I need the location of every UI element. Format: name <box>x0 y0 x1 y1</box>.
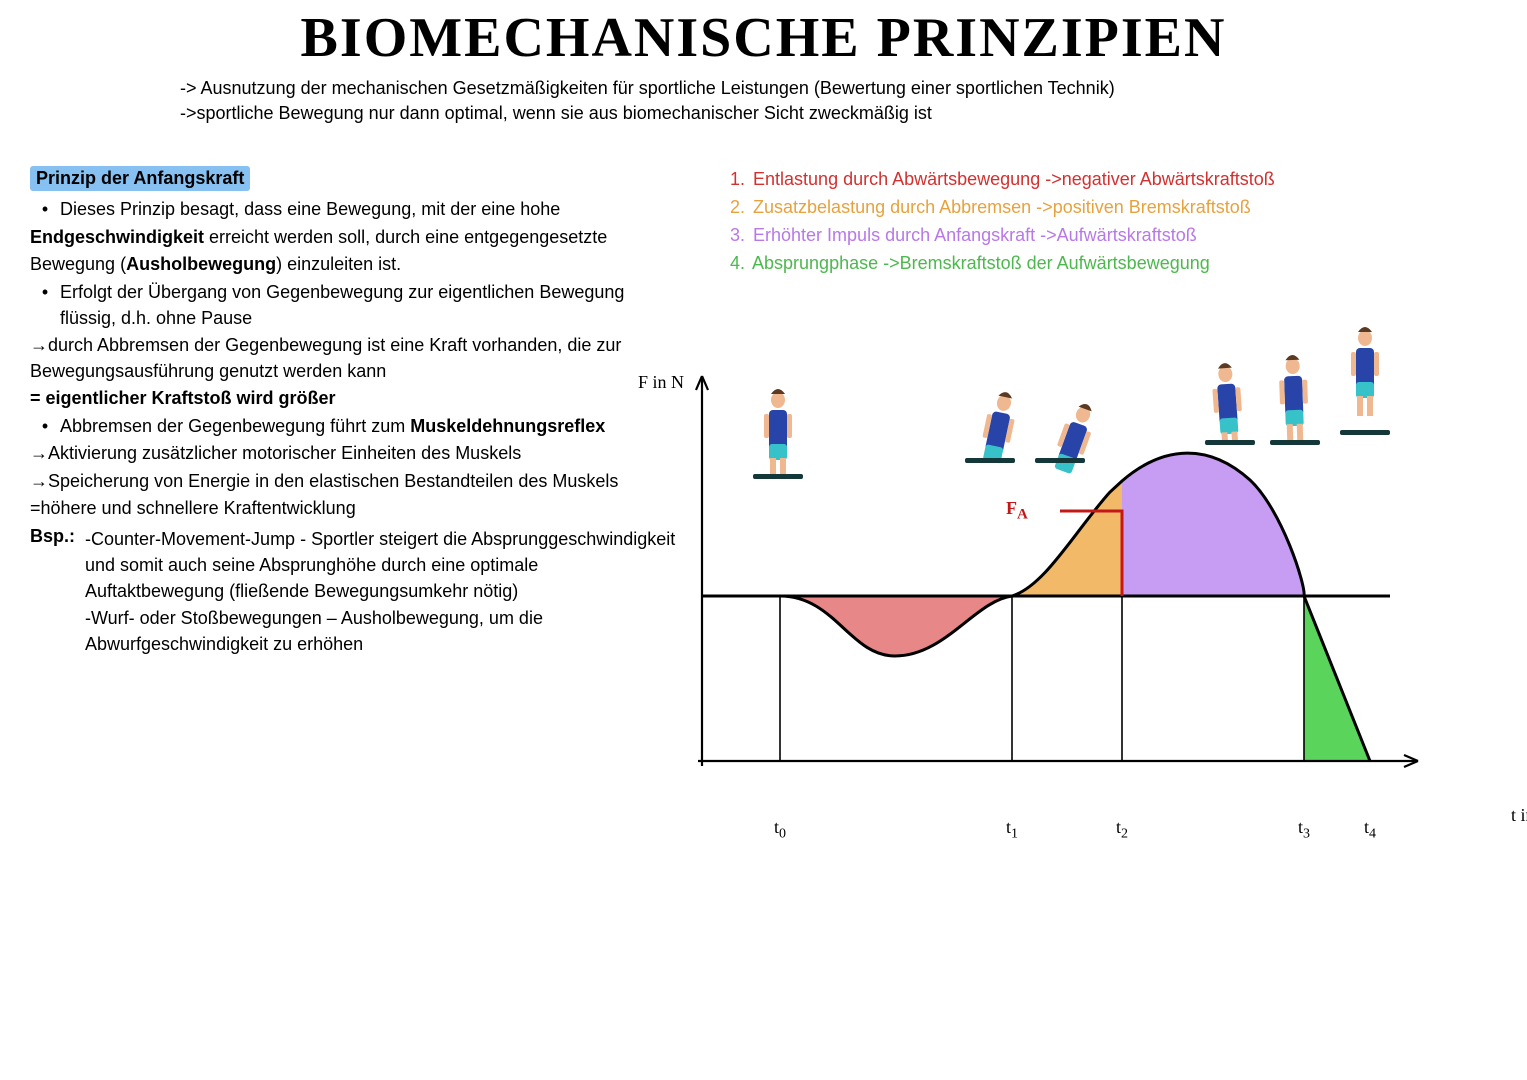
para-1c: Bewegung (Ausholbewegung) einzuleiten is… <box>30 252 676 278</box>
bold-muskeldehnungsreflex: Muskeldehnungsreflex <box>410 416 605 436</box>
legend-num-4: 4. <box>730 250 748 278</box>
para-1c-post: ) einzuleiten ist. <box>276 254 401 274</box>
bold-kraftstoss: = eigentlicher Kraftstoß wird größer <box>30 386 676 412</box>
chart-legend: 1. Entlastung durch Abwärtsbewegung ->ne… <box>730 166 1497 278</box>
legend-item-2: 2. Zusatzbelastung durch Abbremsen ->pos… <box>730 194 1497 222</box>
tick-label: t4 <box>1364 817 1376 843</box>
legend-text-2: Zusatzbelastung durch Abbremsen ->positi… <box>753 197 1251 217</box>
bullet-dot: • <box>30 414 60 440</box>
region-upward-impulse <box>1122 453 1304 596</box>
athlete-figure-deep <box>1025 346 1095 476</box>
para-1b: Endgeschwindigkeit erreicht werden soll,… <box>30 225 676 251</box>
bsp-1: -Counter-Movement-Jump - Sportler steige… <box>30 527 676 604</box>
tick-label: t0 <box>774 817 786 843</box>
bullet-1-text: Dieses Prinzip besagt, dass eine Bewegun… <box>60 197 676 223</box>
legend-item-1: 1. Entlastung durch Abwärtsbewegung ->ne… <box>730 166 1497 194</box>
bold-endgeschwindigkeit: Endgeschwindigkeit <box>30 227 204 247</box>
bullet-2-text: Erfolgt der Übergang von Gegenbewegung z… <box>60 280 676 331</box>
legend-item-4: 4. Absprungphase ->Bremskraftstoß der Au… <box>730 250 1497 278</box>
tick-label: t2 <box>1116 817 1128 843</box>
legend-item-3: 3. Erhöhter Impuls durch Anfangskraft ->… <box>730 222 1497 250</box>
section-heading: Prinzip der Anfangskraft <box>30 166 250 191</box>
arrow-line-3: →Speicherung von Energie in den elastisc… <box>30 469 676 495</box>
legend-text-3: Erhöhter Impuls durch Anfangskraft ->Auf… <box>753 225 1197 245</box>
eq-line: =höhere und schnellere Kraftentwicklung <box>30 496 676 522</box>
para-1c-pre: Bewegung ( <box>30 254 126 274</box>
left-column: Prinzip der Anfangskraft • Dieses Prinzi… <box>30 166 690 659</box>
bold-ausholbewegung: Ausholbewegung <box>126 254 276 274</box>
athlete-figure-jump <box>1330 318 1400 448</box>
bsp-2: -Wurf- oder Stoßbewegungen – Ausholbeweg… <box>30 606 676 657</box>
title-wrap: BIOMECHANISCHE PRINZIPIEN <box>30 6 1497 70</box>
bullet-2: • Erfolgt der Übergang von Gegenbewegung… <box>30 280 676 331</box>
bullet-dot: • <box>30 280 60 331</box>
arrow-line-2: →Aktivierung zusätzlicher motorischer Ei… <box>30 441 676 467</box>
y-axis-label: F in N <box>638 372 684 393</box>
legend-text-1: Entlastung durch Abwärtsbewegung ->negat… <box>753 169 1275 189</box>
legend-num-2: 2. <box>730 194 748 222</box>
bullet-dot: • <box>30 197 60 223</box>
x-axis-label: t in s <box>1511 805 1527 826</box>
bullet-3-pre: Abbremsen der Gegenbewegung führt zum <box>60 416 410 436</box>
page-title: BIOMECHANISCHE PRINZIPIEN <box>293 6 1235 70</box>
bullet-3-text: Abbremsen der Gegenbewegung führt zum Mu… <box>60 414 676 440</box>
athlete-figure-crouch <box>955 346 1025 476</box>
fa-label-f: F <box>1006 498 1017 518</box>
athlete-figure-up <box>1260 328 1330 458</box>
fa-label: FA <box>1006 498 1028 524</box>
fa-label-sub: A <box>1017 507 1028 523</box>
subtitle-line-1: -> Ausnutzung der mechanischen Gesetzmäß… <box>180 76 1437 101</box>
bullet-3: • Abbremsen der Gegenbewegung führt zum … <box>30 414 676 440</box>
athlete-figure-stand <box>743 362 813 492</box>
tick-label: t1 <box>1006 817 1018 843</box>
bsp-label: Bsp.: <box>30 526 75 546</box>
athlete-figure-rise <box>1195 328 1265 458</box>
subtitle-line-2: ->sportliche Bewegung nur dann optimal, … <box>180 101 1437 126</box>
legend-text-4: Absprungphase ->Bremskraftstoß der Aufwä… <box>752 253 1210 273</box>
legend-num-3: 3. <box>730 222 748 250</box>
arrow-line-1: →durch Abbremsen der Gegenbewegung ist e… <box>30 333 676 384</box>
bullet-1: • Dieses Prinzip besagt, dass eine Beweg… <box>30 197 676 223</box>
tick-label: t3 <box>1298 817 1310 843</box>
legend-num-1: 1. <box>730 166 748 194</box>
force-time-chart: F in N t in s FA <box>690 356 1490 836</box>
right-column: 1. Entlastung durch Abwärtsbewegung ->ne… <box>690 166 1497 659</box>
bold-kraftstoss-text: = eigentlicher Kraftstoß wird größer <box>30 388 336 408</box>
para-1b-mid: erreicht werden soll, durch eine entgege… <box>204 227 607 247</box>
